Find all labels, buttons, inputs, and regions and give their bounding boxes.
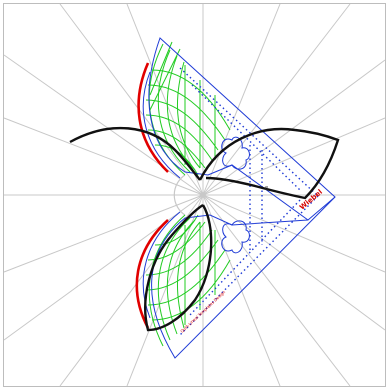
dotted-guides: [179, 67, 319, 336]
outer-frame: [3, 3, 386, 387]
petal-left: [69, 126, 201, 181]
radial-grid-rays: [3, 3, 386, 387]
seam-allowance-lower: [135, 219, 169, 329]
seam-allowance-upper: [137, 62, 169, 173]
petal-lower: [144, 203, 213, 332]
puzzle-notch-lower: [221, 220, 250, 254]
center-arc: [173, 174, 186, 216]
template-outline-upper: [148, 37, 336, 221]
upper-green-grid: [145, 41, 231, 176]
inner-contour-upper: [142, 71, 181, 179]
marker-label: 8: [265, 186, 268, 192]
petal-right: [198, 127, 340, 200]
petal-outlines: [69, 126, 340, 332]
puzzle-notch-upper: [221, 136, 250, 170]
